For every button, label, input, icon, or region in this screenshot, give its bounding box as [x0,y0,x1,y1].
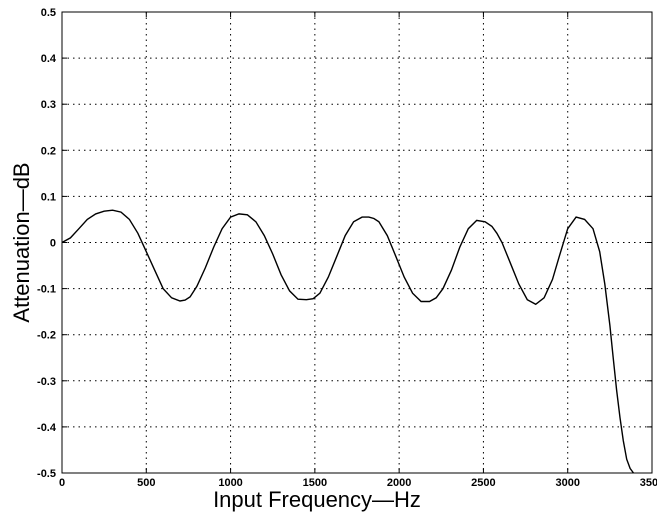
y-tick-label: 0.3 [41,99,56,111]
y-tick-label: -0.3 [37,376,56,388]
x-tick-label: 3000 [555,477,579,489]
y-tick-label: 0.5 [41,7,56,19]
x-axis-title: Input Frequency—Hz [213,487,421,512]
x-tick-label: 2000 [387,477,411,489]
attenuation-curve [61,209,635,474]
y-tick-label: -0.5 [37,468,56,480]
y-tick-label: -0.4 [37,422,57,434]
y-tick-label: 0.2 [41,145,56,157]
y-axis-title: Attenuation—dB [9,162,34,322]
x-tick-label: 1000 [218,477,242,489]
y-tick-label: 0 [50,238,56,250]
y-tick-label: -0.2 [37,330,56,342]
y-tick-label: 0.4 [41,53,57,65]
y-tick-label: -0.1 [37,284,56,296]
x-tick-label: 0 [59,477,65,489]
x-tick-label: 500 [137,477,155,489]
x-tick-label: 2500 [471,477,495,489]
x-tick-label: 1500 [303,477,327,489]
y-tick-label: 0.1 [41,191,56,203]
y-tick-labels: 0.5 0.4 0.3 0.2 0.1 0 -0.1 -0.2 -0.3 -0.4 -0.5 [37,7,57,480]
